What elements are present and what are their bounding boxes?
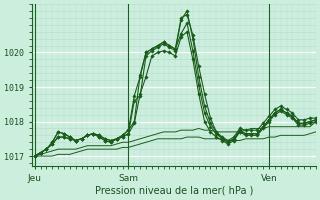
X-axis label: Pression niveau de la mer( hPa ): Pression niveau de la mer( hPa ) xyxy=(95,186,253,196)
